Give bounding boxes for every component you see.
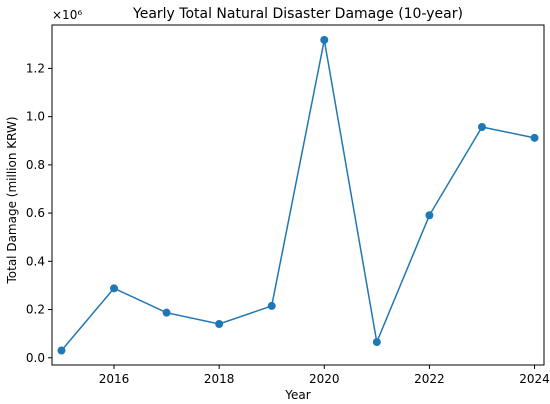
y-tick-label: 0.6 [26, 206, 45, 220]
data-point [57, 346, 66, 355]
x-tick-label: 2022 [414, 372, 445, 386]
series-line [60, 39, 535, 351]
y-ticks: 0.0 0.2 0.4 0.6 0.8 1.0 1.2 [26, 61, 52, 365]
data-point [110, 284, 119, 293]
data-point [425, 211, 434, 220]
data-point [372, 338, 381, 347]
data-point [477, 123, 486, 131]
plot-frame [51, 24, 545, 366]
y-tick-label: 1.0 [26, 110, 45, 124]
data-point [320, 35, 329, 44]
x-tick-label: 2018 [204, 372, 235, 386]
x-tick-label: 2024 [519, 372, 550, 386]
data-point [530, 133, 539, 142]
y-tick-label: 0.8 [26, 158, 45, 172]
data-point [215, 320, 224, 329]
y-multiplier-label: ×10⁶ [52, 8, 82, 22]
y-axis-label: Total Damage (million KRW) [5, 116, 19, 284]
x-tick-label: 2020 [309, 372, 340, 386]
x-tick-label: 2016 [99, 372, 130, 386]
plot-layer [57, 35, 539, 355]
x-ticks: 2016 2018 2020 2022 2024 [99, 365, 550, 386]
data-point [267, 301, 276, 310]
y-tick-label: 0.4 [26, 254, 45, 268]
chart-title: Yearly Total Natural Disaster Damage (10… [132, 6, 463, 22]
y-tick-label: 0.2 [26, 303, 45, 317]
y-tick-label: 1.2 [26, 61, 45, 75]
x-axis-label: Year [284, 388, 310, 402]
y-tick-label: 0.0 [26, 351, 45, 365]
data-point [162, 308, 171, 317]
